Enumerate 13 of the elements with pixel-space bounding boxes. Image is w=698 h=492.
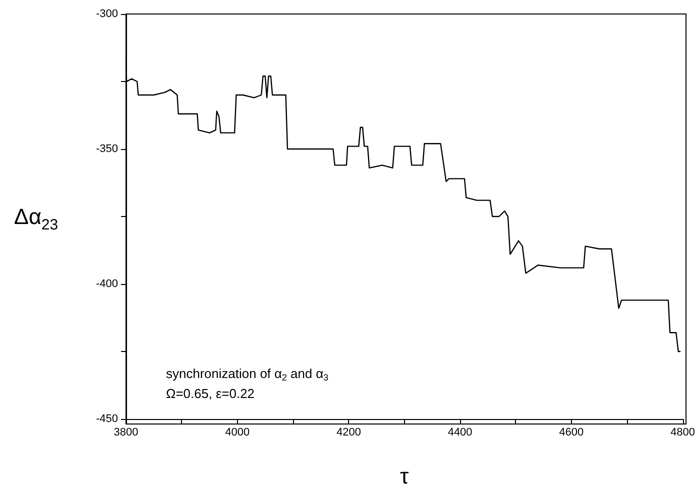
x-tick-label: 3800 xyxy=(114,426,138,438)
x-tick-label: 4200 xyxy=(336,426,361,438)
y-tick-label: -400 xyxy=(96,278,118,290)
y-tick-label: -350 xyxy=(96,143,118,155)
y-axis-title: Δα$_{23}$ xyxy=(14,204,58,234)
x-tick-label: 4800 xyxy=(670,426,696,438)
x-tick-label: 4400 xyxy=(448,426,472,438)
y-tick-label: -450 xyxy=(96,413,118,425)
x-tick-label: 4000 xyxy=(225,426,250,438)
y-tick-label: -300 xyxy=(96,8,118,20)
annotation: Ω=0.65, ε=0.22 xyxy=(166,386,255,401)
x-axis-title: τ xyxy=(400,464,410,488)
x-tick-label: 4600 xyxy=(559,426,584,438)
